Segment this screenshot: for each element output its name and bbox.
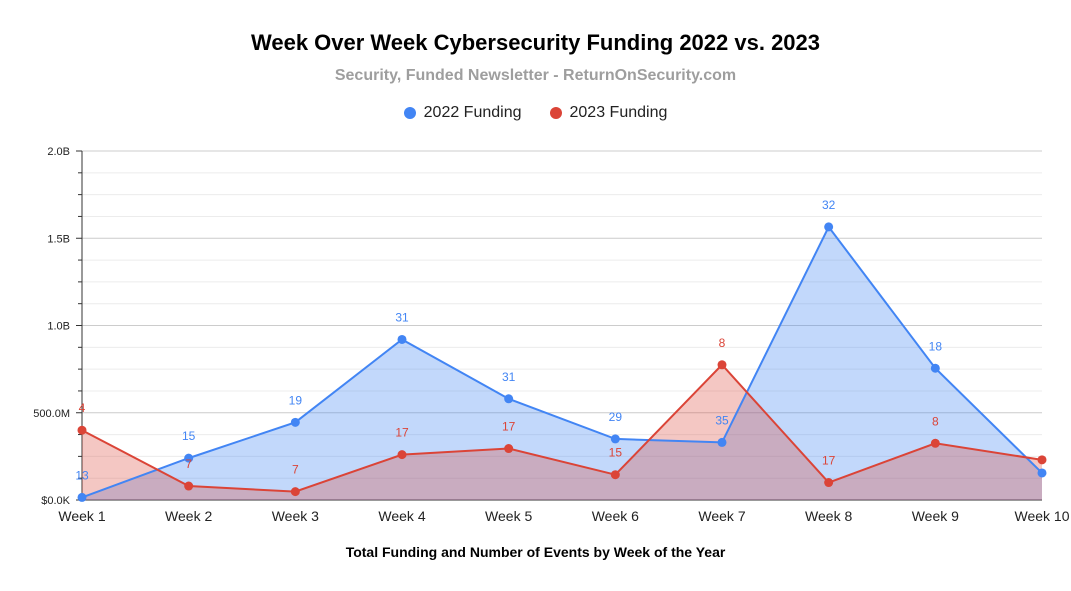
data-label-2023: 7: [292, 463, 299, 477]
line-2023: [81, 363, 1043, 493]
x-tick-label: Week 4: [378, 508, 425, 524]
data-label-2023: 17: [395, 426, 409, 440]
point-2023: [504, 444, 514, 454]
area-2023: [82, 364, 1042, 500]
legend: 2022 Funding 2023 Funding: [0, 104, 1071, 122]
chart-subtitle: Security, Funded Newsletter - ReturnOnSe…: [334, 67, 737, 84]
data-label-2022: 18: [929, 339, 943, 353]
data-label-2022: 31: [502, 370, 516, 384]
point-2023: [1037, 455, 1047, 465]
line-2022: [81, 225, 1043, 499]
legend-item-2022[interactable]: 2022 Funding: [403, 104, 522, 122]
y-tick-label: 2.0B: [47, 146, 70, 158]
data-label-2022: 19: [289, 393, 303, 407]
point-2022: [504, 394, 514, 404]
data-label-2022: 15: [182, 429, 196, 443]
point-2023: [397, 450, 407, 460]
x-tick-label: Week 2: [165, 508, 212, 524]
point-2022: [77, 492, 87, 502]
point-2023: [184, 481, 194, 491]
point-2023: [717, 360, 727, 370]
legend-item-2023[interactable]: 2023 Funding: [549, 104, 668, 122]
point-2022: [717, 437, 727, 447]
legend-marker-2023: [549, 107, 562, 119]
point-2023: [610, 470, 620, 480]
data-label-2023: 8: [932, 414, 939, 428]
point-2022: [610, 434, 620, 444]
point-2023: [824, 478, 834, 488]
point-2022: [184, 453, 194, 463]
x-tick-label: Week 1: [58, 508, 105, 524]
point-2023: [930, 438, 940, 448]
data-label-2022: 32: [822, 198, 836, 212]
x-tick-label: Week 9: [912, 508, 959, 524]
legend-label-2022: 2022 Funding: [423, 104, 522, 121]
point-2022: [824, 222, 834, 232]
data-label-2022: 31: [395, 310, 409, 324]
area-2022: [82, 226, 1042, 500]
legend-label-2023: 2023 Funding: [569, 104, 668, 121]
y-tick-label: 500.0M: [33, 408, 70, 420]
data-label-2023: 17: [822, 454, 836, 468]
legend-marker-2022: [403, 107, 416, 119]
data-label-2022: 35: [715, 413, 729, 427]
x-tick-label: Week 10: [1015, 508, 1070, 524]
x-axis-title: Total Funding and Number of Events by We…: [345, 544, 726, 560]
x-tick-label: Week 7: [698, 508, 745, 524]
data-label-2023: 8: [719, 336, 726, 350]
data-label-2023: 7: [185, 457, 192, 471]
y-tick-label: 1.0B: [47, 321, 70, 333]
data-label-2023: 4: [79, 401, 86, 415]
x-tick-label: Week 3: [272, 508, 319, 524]
point-2023: [77, 425, 87, 435]
point-2022: [930, 363, 940, 373]
point-2022: [397, 334, 407, 344]
x-tick-label: Week 5: [485, 508, 532, 524]
data-label-2022: 29: [609, 410, 623, 424]
x-tick-label: Week 6: [592, 508, 639, 524]
point-2022: [290, 417, 300, 427]
data-label-2022: 13: [75, 468, 89, 482]
x-tick-label: Week 8: [805, 508, 852, 524]
chart-title: Week Over Week Cybersecurity Funding 202…: [250, 30, 821, 55]
data-label-2023: 15: [609, 446, 623, 460]
point-2023: [290, 487, 300, 497]
point-2022: [1037, 468, 1047, 478]
data-label-2023: 17: [502, 420, 516, 434]
y-tick-label: 1.5B: [47, 233, 70, 245]
y-tick-label: $0.0K: [41, 495, 70, 507]
